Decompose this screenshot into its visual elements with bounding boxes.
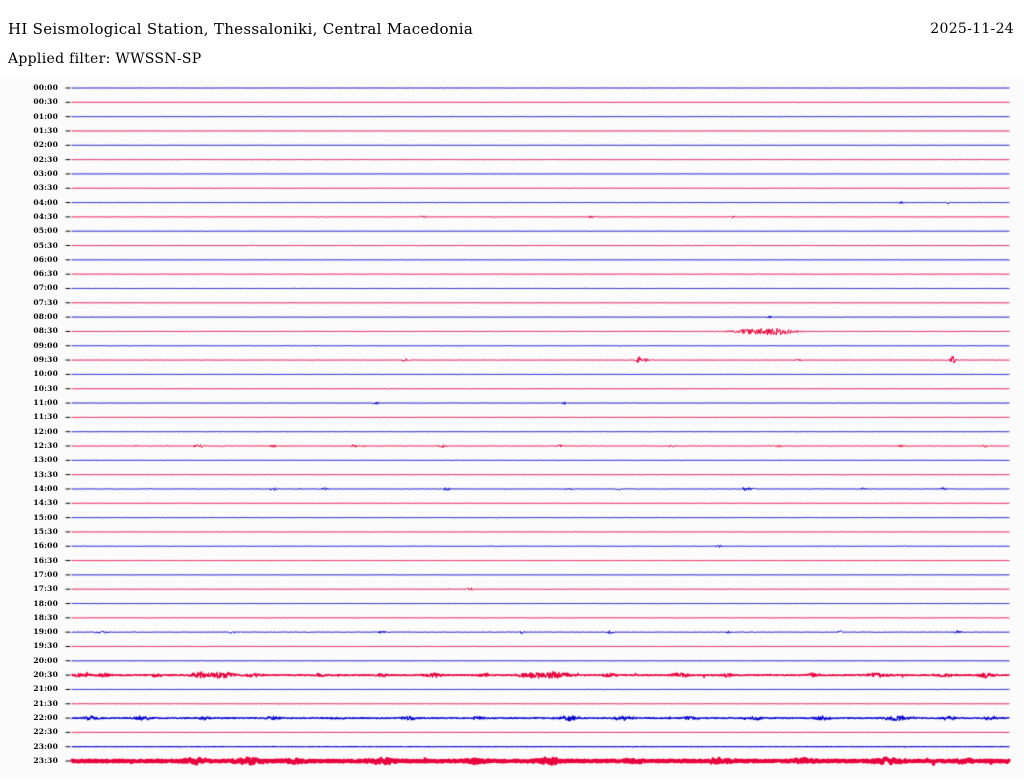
time-label-1930: 19:30 xyxy=(33,641,58,651)
time-label-1800: 18:00 xyxy=(33,598,58,608)
time-label-1500: 15:00 xyxy=(33,512,58,522)
time-label-0030: 00:30 xyxy=(33,97,58,107)
seismic-trace-canvas xyxy=(0,78,1024,778)
page-title: HI Seismological Station, Thessaloniki, … xyxy=(8,20,474,38)
time-axis-labels: 00:00 00:30 01:00 01:30 02:00 02:30 03:00 03:30… xyxy=(0,78,72,778)
time-label-1200: 12:00 xyxy=(33,426,58,436)
time-label-2000: 20:00 xyxy=(33,655,58,665)
time-label-2330: 23:30 xyxy=(33,756,58,766)
time-label-0930: 09:30 xyxy=(33,355,58,365)
time-label-1100: 11:00 xyxy=(33,398,58,408)
time-label-1000: 10:00 xyxy=(33,369,58,379)
record-date: 2025-11-24 xyxy=(930,21,1014,37)
time-label-2100: 21:00 xyxy=(33,684,58,694)
time-label-0600: 06:00 xyxy=(33,254,58,264)
time-label-1630: 16:30 xyxy=(33,555,58,565)
applied-filter-label: Applied filter: WWSSN-SP xyxy=(8,51,202,67)
time-label-1730: 17:30 xyxy=(33,584,58,594)
time-label-1430: 14:30 xyxy=(33,498,58,508)
time-label-0300: 03:00 xyxy=(33,168,58,178)
time-label-0100: 01:00 xyxy=(33,111,58,121)
time-label-0530: 05:30 xyxy=(33,240,58,250)
time-label-2030: 20:30 xyxy=(33,670,58,680)
time-label-0130: 01:30 xyxy=(33,125,58,135)
time-label-2200: 22:00 xyxy=(33,713,58,723)
time-label-1530: 15:30 xyxy=(33,526,58,536)
time-label-0630: 06:30 xyxy=(33,269,58,279)
time-label-1330: 13:30 xyxy=(33,469,58,479)
time-label-0400: 04:00 xyxy=(33,197,58,207)
time-label-1130: 11:30 xyxy=(33,412,58,422)
time-label-1400: 14:00 xyxy=(33,483,58,493)
time-label-0730: 07:30 xyxy=(33,297,58,307)
time-label-0330: 03:30 xyxy=(33,183,58,193)
time-label-1700: 17:00 xyxy=(33,569,58,579)
time-label-1830: 18:30 xyxy=(33,612,58,622)
helicorder-plot: 00:00 00:30 01:00 01:30 02:00 02:30 03:00 03:30… xyxy=(0,78,1024,778)
time-label-0900: 09:00 xyxy=(33,340,58,350)
time-label-2230: 22:30 xyxy=(33,727,58,737)
time-label-1230: 12:30 xyxy=(33,441,58,450)
time-label-0700: 07:00 xyxy=(33,283,58,293)
time-label-0430: 04:30 xyxy=(33,211,58,221)
time-label-1300: 13:00 xyxy=(33,455,58,465)
time-label-0000: 00:00 xyxy=(33,83,58,92)
time-label-2300: 23:00 xyxy=(33,741,58,751)
time-label-1900: 19:00 xyxy=(33,627,58,637)
time-label-1030: 10:30 xyxy=(33,383,58,393)
time-label-0500: 05:00 xyxy=(33,226,58,236)
time-label-0830: 08:30 xyxy=(33,326,58,336)
time-label-1600: 16:00 xyxy=(33,541,58,551)
time-label-0230: 02:30 xyxy=(33,154,58,164)
time-label-0800: 08:00 xyxy=(33,312,58,322)
time-label-0200: 02:00 xyxy=(33,140,58,150)
time-label-2130: 21:30 xyxy=(33,698,58,708)
